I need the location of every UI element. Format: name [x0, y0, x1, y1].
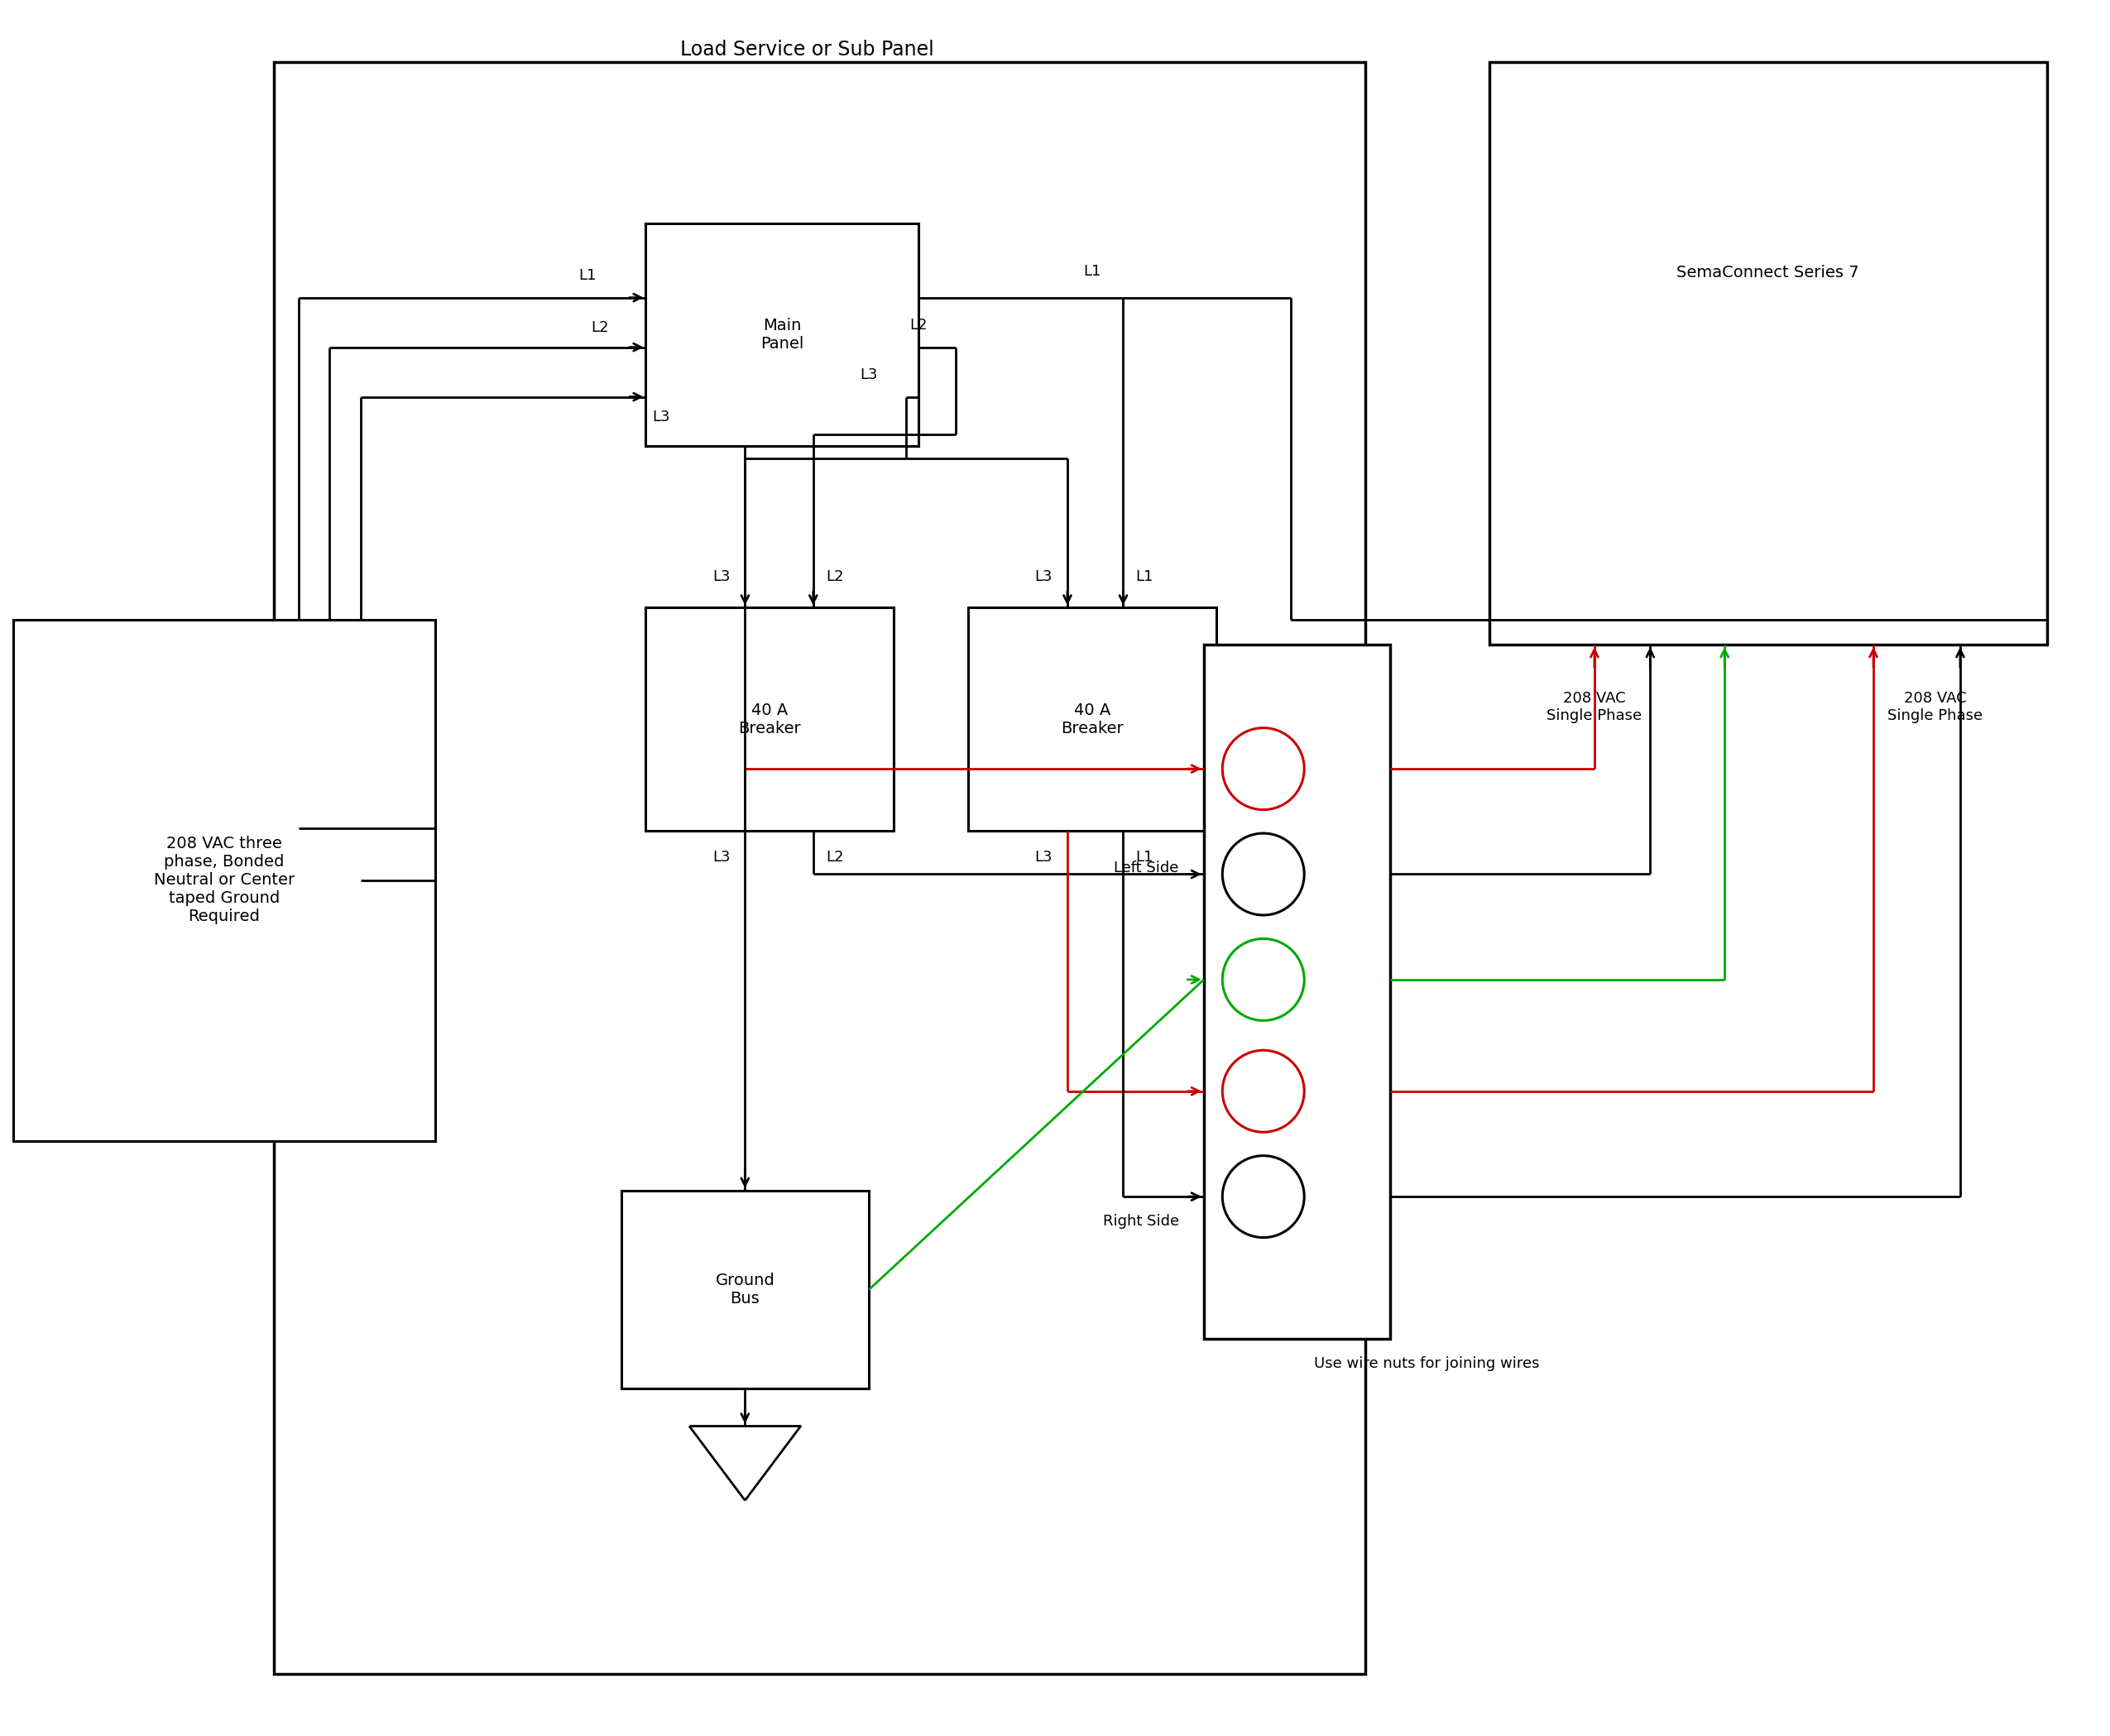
Text: Load Service or Sub Panel: Load Service or Sub Panel: [679, 40, 935, 59]
Text: SemaConnect Series 7: SemaConnect Series 7: [1677, 266, 1859, 281]
Text: Main
Panel: Main Panel: [760, 318, 804, 352]
Text: L2: L2: [909, 318, 928, 332]
Text: L1: L1: [1082, 264, 1101, 279]
Circle shape: [1222, 1156, 1304, 1238]
Text: 208 VAC
Single Phase: 208 VAC Single Phase: [1547, 691, 1642, 722]
Circle shape: [1222, 939, 1304, 1021]
Bar: [646, 608, 895, 832]
Text: 40 A
Breaker: 40 A Breaker: [1061, 703, 1123, 736]
Text: 40 A
Breaker: 40 A Breaker: [738, 703, 802, 736]
Text: L2: L2: [825, 849, 844, 865]
Bar: [13, 620, 435, 1141]
Text: L3: L3: [1034, 849, 1053, 865]
Text: L3: L3: [713, 569, 730, 583]
Text: L1: L1: [1135, 569, 1154, 583]
Text: Use wire nuts for joining wires: Use wire nuts for joining wires: [1315, 1356, 1540, 1371]
Text: L1: L1: [1135, 849, 1154, 865]
Bar: [1490, 62, 2047, 644]
Text: L1: L1: [578, 267, 597, 283]
Text: 208 VAC
Single Phase: 208 VAC Single Phase: [1888, 691, 1983, 722]
Bar: [274, 62, 1365, 1674]
Text: L3: L3: [652, 410, 669, 424]
Bar: [1205, 644, 1390, 1338]
Text: L3: L3: [861, 366, 878, 382]
Bar: [646, 224, 918, 446]
Text: Ground
Bus: Ground Bus: [715, 1272, 774, 1307]
Text: 208 VAC three
phase, Bonded
Neutral or Center
taped Ground
Required: 208 VAC three phase, Bonded Neutral or C…: [154, 837, 295, 925]
Text: Left Side: Left Side: [1114, 861, 1179, 875]
Text: Right Side: Right Side: [1104, 1213, 1179, 1229]
Text: L2: L2: [825, 569, 844, 583]
Text: L3: L3: [1034, 569, 1053, 583]
Text: L3: L3: [713, 849, 730, 865]
Bar: [620, 1191, 869, 1389]
Circle shape: [1222, 727, 1304, 809]
Circle shape: [1222, 1050, 1304, 1132]
Text: L2: L2: [591, 319, 608, 335]
Circle shape: [1222, 833, 1304, 915]
Bar: [968, 608, 1215, 832]
